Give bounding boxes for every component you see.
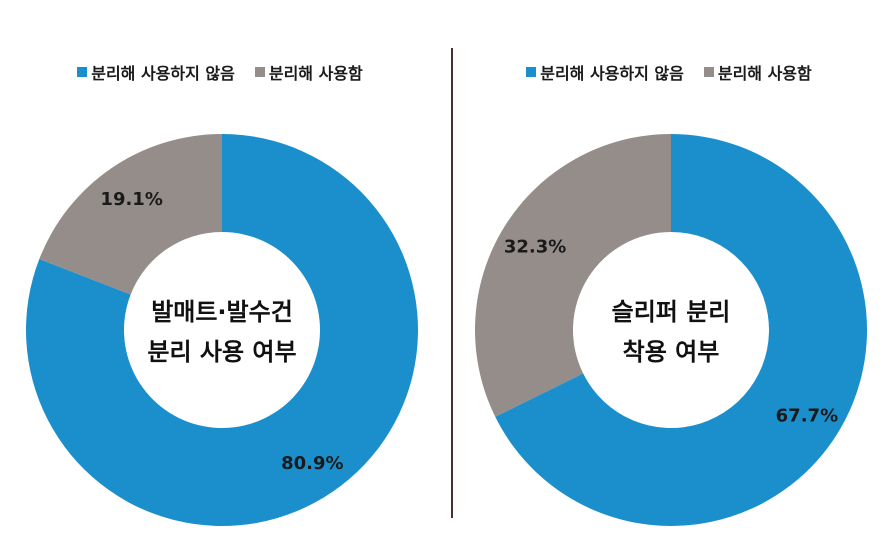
legend-swatch: [526, 67, 537, 77]
donut-slice: [39, 134, 223, 295]
slice-data-label: 32.3%: [504, 237, 566, 258]
slice-data-label: 19.1%: [100, 189, 162, 210]
slice-data-label: 67.7%: [776, 405, 838, 426]
legend-item: 분리해 사용하지 않음: [526, 60, 684, 84]
legend-label: 분리해 사용하지 않음: [91, 64, 235, 83]
legend-item: 분리해 사용함: [254, 60, 363, 84]
donut-slice: [25, 134, 418, 526]
legend: 분리해 사용하지 않음 분리해 사용함: [459, 60, 879, 84]
legend-swatch: [703, 67, 714, 77]
donut-center-label: 발매트·발수건: [151, 298, 293, 326]
legend-label: 분리해 사용함: [268, 64, 363, 83]
donut-center-label: 분리 사용 여부: [147, 338, 296, 366]
legend-swatch: [254, 67, 265, 77]
divider: [451, 48, 453, 518]
legend-label: 분리해 사용하지 않음: [540, 64, 684, 83]
donut-slice: [475, 134, 671, 417]
donut-center-label: 착용 여부: [623, 338, 720, 366]
legend: 분리해 사용하지 않음 분리해 사용함: [10, 60, 430, 84]
legend-swatch: [77, 67, 88, 77]
slice-data-label: 80.9%: [281, 453, 343, 474]
legend-item: 분리해 사용하지 않음: [77, 60, 235, 84]
donut-center-label: 슬리퍼 분리: [612, 298, 731, 326]
donut-slice: [495, 134, 867, 526]
legend-label: 분리해 사용함: [717, 64, 812, 83]
legend-item: 분리해 사용함: [703, 60, 812, 84]
